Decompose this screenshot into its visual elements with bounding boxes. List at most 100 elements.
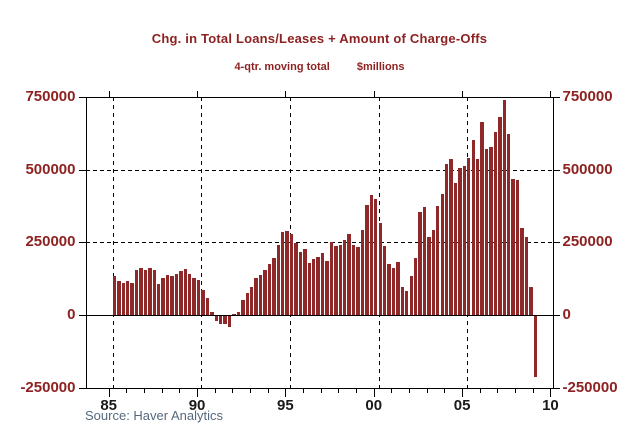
bar-1994Q3 [281,231,285,315]
x-tick-minor-16 [391,387,393,393]
y-axis-label-left-750000: 750000 [25,87,76,105]
x-tick-major-20 [462,387,464,397]
bar-1987Q1 [148,268,152,315]
x-tick-major-25 [550,387,552,397]
chart-subtitle: 4-qtr. moving total $millions [0,61,639,73]
bar-2006Q3 [493,131,498,315]
bar-2001Q1 [396,262,400,315]
bar-1990Q2 [205,298,210,315]
bar-2004Q4 [462,165,467,315]
bar-2007Q1 [502,99,506,315]
bar-1988Q3 [174,273,179,315]
bar-1994Q1 [272,258,276,315]
y-axis-label-right-750000: 750000 [562,87,613,105]
x-tick-minor-17 [409,387,411,393]
bar-2006Q4 [498,116,502,315]
x-axis-label-05: 05 [453,396,471,414]
bar-2007Q4 [515,179,520,315]
bar-1989Q4 [196,279,201,315]
bar-1995Q3 [298,251,303,315]
bar-2008Q2 [524,236,529,315]
x-tick-minor-2 [144,387,146,393]
bar-1990Q3 [210,311,214,315]
y-axis-label-left-0: 0 [67,306,76,323]
bar-2000Q4 [391,267,396,315]
gridline-v-90 [201,97,203,388]
bar-1999Q3 [369,194,374,315]
y-axis-label-right-0: 0 [562,306,571,323]
y-tick-right--250000 [552,387,560,389]
bar-1998Q2 [347,233,351,315]
bar-1992Q3 [245,293,249,315]
x-tick-top-10 [285,91,287,97]
x-tick-major-10 [285,387,287,397]
x-tick-minor-7 [232,387,234,393]
x-tick-minor-3 [161,387,163,393]
gridline-v-85 [112,97,114,388]
x-tick-top-25 [550,91,552,97]
bar-1996Q3 [316,256,320,315]
y-tick-left-500000 [78,169,86,171]
x-tick-major-5 [197,387,199,397]
bar-2005Q4 [480,122,484,315]
bar-1990Q1 [201,289,205,315]
bar-2000Q2 [382,245,387,315]
bar-1989Q3 [192,278,196,315]
plot-frame [85,97,554,389]
bar-2001Q4 [409,276,413,315]
bar-1985Q4 [125,281,130,315]
bar-1996Q2 [312,258,316,315]
y-tick-left-0 [78,315,86,316]
y-tick-right-250000 [552,242,560,244]
y-tick-right-750000 [552,96,560,98]
bar-2005Q1 [467,158,471,315]
bar-1992Q1 [236,312,241,315]
x-tick-top-20 [462,91,464,97]
bar-2002Q1 [413,257,418,315]
bar-1993Q4 [267,264,272,315]
bar-1990Q4 [214,316,218,321]
bar-1991Q3 [227,316,232,327]
bar-1992Q4 [250,286,254,315]
x-tick-top-15 [373,91,375,97]
bar-2005Q2 [471,140,475,315]
bar-1986Q2 [134,269,139,315]
bar-2006Q2 [489,146,493,315]
bar-1995Q4 [303,248,307,315]
bar-1999Q2 [365,204,369,315]
x-tick-minor-4 [179,387,181,393]
zero-line [85,315,553,316]
x-tick-minor-22 [497,387,499,393]
bar-1991Q2 [223,316,227,325]
bar-1999Q1 [360,229,365,315]
bar-1988Q4 [179,271,183,315]
bar-1994Q2 [276,245,280,315]
bar-1986Q4 [143,269,148,315]
x-axis-label-90: 90 [188,396,206,414]
bar-2007Q3 [511,179,515,315]
bar-1999Q4 [374,198,378,315]
y-tick-left-750000 [78,96,86,98]
y-tick-left--250000 [78,387,86,389]
bar-1995Q1 [289,234,294,315]
bar-2000Q3 [387,264,391,315]
x-tick-minor-21 [479,387,481,393]
bar-2007Q2 [506,133,511,315]
bar-1992Q2 [241,299,245,315]
bar-1993Q1 [254,278,258,315]
bar-1985Q1 [112,276,117,315]
x-tick-major-0 [108,387,110,397]
x-tick-minor-12 [320,387,322,393]
x-tick-minor-19 [444,387,446,393]
x-tick-minor-8 [250,387,252,393]
bar-2002Q4 [427,237,431,315]
x-tick-major-15 [373,387,375,397]
bar-2006Q1 [484,148,489,315]
chart-title: Chg. in Total Loans/Leases + Amount of C… [151,31,488,46]
x-tick-top-5 [197,91,199,97]
x-tick-minor-11 [303,387,305,393]
bar-1994Q4 [285,230,289,315]
bar-2008Q3 [529,287,533,315]
bar-1988Q1 [165,274,170,315]
bar-1985Q3 [121,282,125,315]
